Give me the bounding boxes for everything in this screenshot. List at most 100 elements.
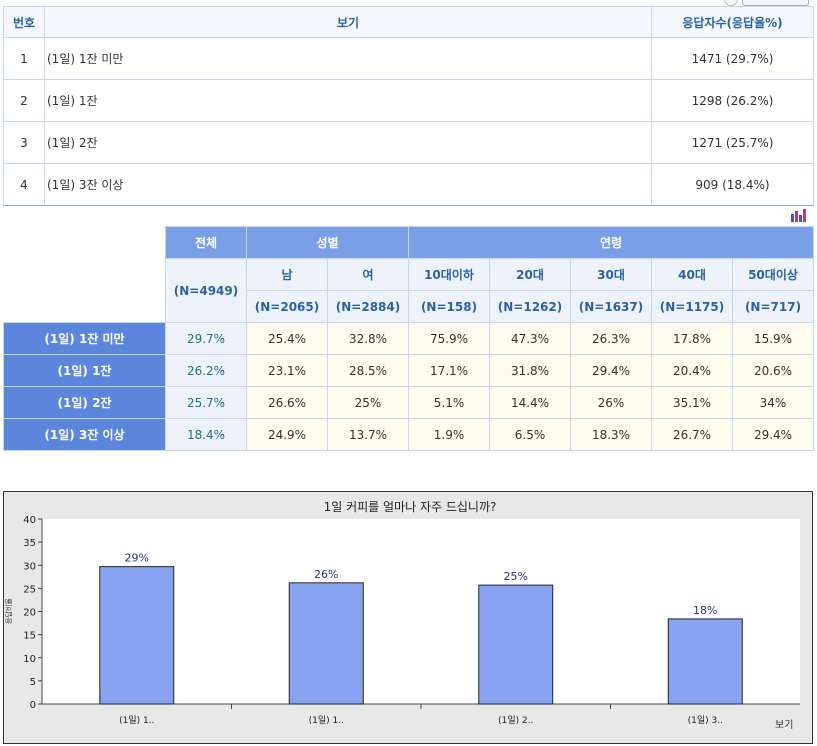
cell-value: 47.3%	[489, 322, 571, 355]
header-no: 번호	[3, 6, 45, 38]
gender-header: 성별	[246, 226, 409, 259]
col-n: (N=2884)	[327, 290, 409, 323]
cell-value: 5.1%	[408, 386, 490, 419]
total-n: (N=4949)	[165, 258, 247, 323]
bar	[478, 584, 554, 705]
cell-value: 34%	[732, 386, 814, 419]
row-option: (1일) 1잔	[44, 79, 652, 122]
cell-value: 26.7%	[651, 418, 733, 451]
row-total: 18.4%	[165, 418, 247, 451]
row-count: 1471 (29.7%)	[651, 37, 814, 80]
row-count: 909 (18.4%)	[651, 163, 814, 206]
col-label: 여	[327, 258, 409, 291]
col-n: (N=717)	[732, 290, 814, 323]
crosstab-row: (1일) 1잔 26.2% 23.1% 28.5% 17.1% 31.8% 29…	[3, 354, 814, 387]
x-tick-label: (1일) 3..	[688, 715, 723, 726]
y-tick-label: 20	[23, 608, 36, 619]
row-total: 25.7%	[165, 386, 247, 419]
col-n: (N=2065)	[246, 290, 328, 323]
y-axis-label: 응답비율	[4, 598, 13, 624]
cell-value: 20.6%	[732, 354, 814, 387]
col-n: (N=1637)	[570, 290, 652, 323]
bar	[667, 618, 743, 705]
total-header: 전체	[165, 226, 247, 259]
col-label: 20대	[489, 258, 571, 291]
row-no: 1	[3, 37, 45, 80]
col-n: (N=1175)	[651, 290, 733, 323]
crosstab-row: (1일) 2잔 25.7% 26.6% 25% 5.1% 14.4% 26% 3…	[3, 386, 814, 419]
col-n: (N=1262)	[489, 290, 571, 323]
col-label: 10대이하	[408, 258, 490, 291]
y-tick-label: 10	[23, 654, 36, 665]
chart-canvas: 1일 커피를 얼마나 자주 드십니까? 보기 응답비율 0 5 10 15 20 25 30…	[4, 500, 800, 731]
row-count: 1298 (26.2%)	[651, 79, 814, 122]
crosstab-row: (1일) 1잔 미만 29.7% 25.4% 32.8% 75.9% 47.3%…	[3, 322, 814, 355]
crosstab-corner	[3, 226, 166, 323]
row-header: (1일) 1잔 미만	[3, 322, 166, 355]
header-option: 보기	[44, 6, 652, 38]
row-option: (1일) 2잔	[44, 121, 652, 164]
cell-value: 6.5%	[489, 418, 571, 451]
cell-value: 35.1%	[651, 386, 733, 419]
cell-value: 15.9%	[732, 322, 814, 355]
crosstab-row: (1일) 3잔 이상 18.4% 24.9% 13.7% 1.9% 6.5% 1…	[3, 418, 814, 451]
cell-value: 32.8%	[327, 322, 409, 355]
col-label: 30대	[570, 258, 652, 291]
table-row: 2 (1일) 1잔 1298 (26.2%)	[3, 79, 814, 122]
cell-value: 26.6%	[246, 386, 328, 419]
row-total: 29.7%	[165, 322, 247, 355]
y-tick-label: 25	[23, 584, 36, 595]
x-tick-label: (1일) 1..	[309, 715, 344, 726]
y-tick-label: 15	[23, 631, 36, 642]
cell-value: 25.4%	[246, 322, 328, 355]
row-option: (1일) 3잔 이상	[44, 163, 652, 206]
bar-chart-icon[interactable]	[790, 209, 808, 222]
cell-value: 29.4%	[570, 354, 652, 387]
col-n: (N=158)	[408, 290, 490, 323]
cell-value: 13.7%	[327, 418, 409, 451]
row-no: 4	[3, 163, 45, 206]
age-header: 연령	[408, 226, 814, 259]
y-tick-label: 5	[30, 677, 36, 688]
row-header: (1일) 3잔 이상	[3, 418, 166, 451]
bar	[288, 582, 364, 705]
row-header: (1일) 2잔	[3, 386, 166, 419]
data-label: 29%	[125, 552, 149, 565]
y-tick-label: 30	[23, 561, 36, 572]
cell-value: 20.4%	[651, 354, 733, 387]
cell-value: 1.9%	[408, 418, 490, 451]
cell-value: 17.8%	[651, 322, 733, 355]
cell-value: 26.3%	[570, 322, 652, 355]
y-tick-label: 40	[23, 515, 36, 526]
header-count: 응답자수(응답율%)	[651, 6, 814, 38]
data-label: 25%	[504, 570, 528, 583]
cell-value: 29.4%	[732, 418, 814, 451]
col-label: 50대이상	[732, 258, 814, 291]
cell-value: 23.1%	[246, 354, 328, 387]
table-row: 4 (1일) 3잔 이상 909 (18.4%)	[3, 163, 814, 206]
cell-value: 28.5%	[327, 354, 409, 387]
row-no: 3	[3, 121, 45, 164]
data-label: 18%	[693, 604, 717, 617]
cell-value: 24.9%	[246, 418, 328, 451]
row-option: (1일) 1잔 미만	[44, 37, 652, 80]
row-no: 2	[3, 79, 45, 122]
y-tick-label: 35	[23, 538, 36, 549]
cell-value: 25%	[327, 386, 409, 419]
x-tick-label: (1일) 2..	[498, 715, 533, 726]
bar	[99, 566, 175, 705]
row-count: 1271 (25.7%)	[651, 121, 814, 164]
col-label: 40대	[651, 258, 733, 291]
table-row: 3 (1일) 2잔 1271 (25.7%)	[3, 121, 814, 164]
top-action-button[interactable]	[742, 0, 809, 6]
cell-value: 26%	[570, 386, 652, 419]
y-tick-label: 0	[30, 700, 36, 711]
cell-value: 17.1%	[408, 354, 490, 387]
cell-value: 31.8%	[489, 354, 571, 387]
cell-value: 18.3%	[570, 418, 652, 451]
row-header: (1일) 1잔	[3, 354, 166, 387]
table-row: 1 (1일) 1잔 미만 1471 (29.7%)	[3, 37, 814, 80]
col-label: 남	[246, 258, 328, 291]
cell-value: 14.4%	[489, 386, 571, 419]
cell-value: 75.9%	[408, 322, 490, 355]
